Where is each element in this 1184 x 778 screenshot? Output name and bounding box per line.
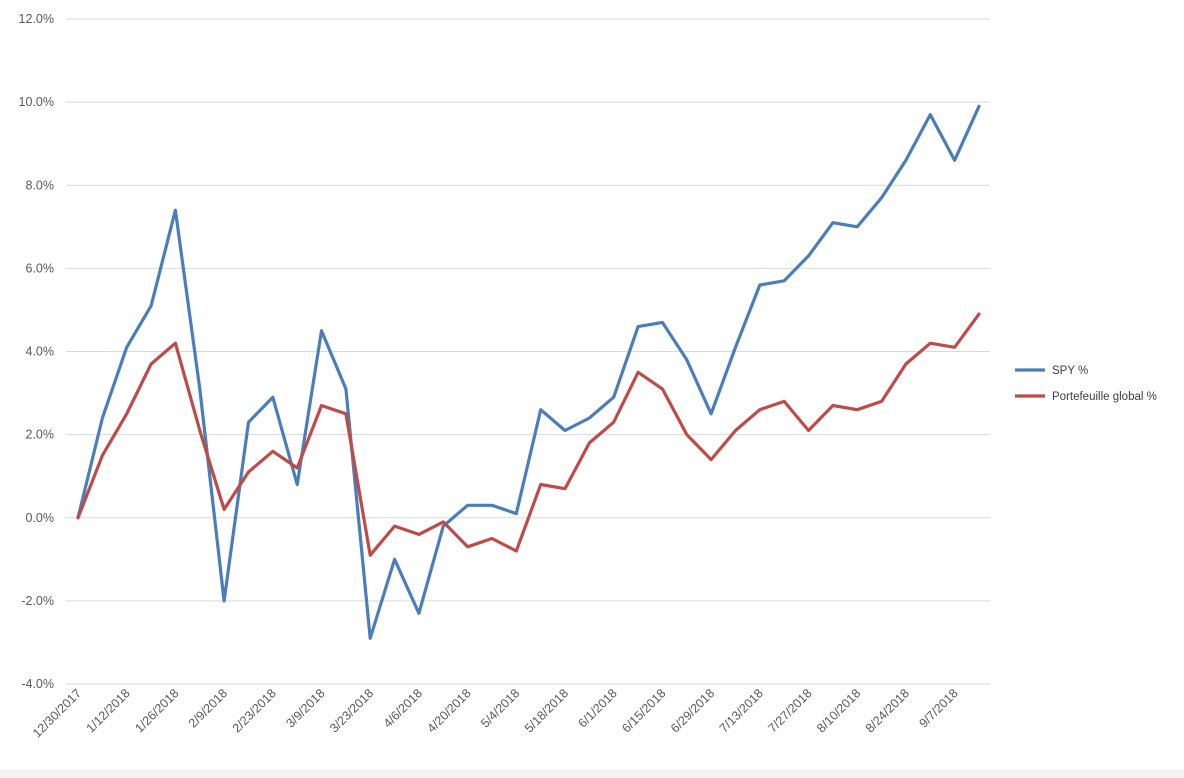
y-tick-label: 6.0% <box>26 261 55 275</box>
legend: SPY % Portefeuille global % <box>1015 365 1157 403</box>
bottom-edge-strip <box>0 770 1184 778</box>
y-tick-label: -4.0% <box>21 677 54 691</box>
y-tick-label: -2.0% <box>21 594 54 608</box>
y-tick-label: 0.0% <box>26 511 55 525</box>
series-lines <box>76 104 981 640</box>
y-tick-label: 4.0% <box>26 345 55 359</box>
y-tick-label: 10.0% <box>19 95 54 109</box>
legend-label: SPY % <box>1052 365 1088 377</box>
y-axis: -4.0% -2.0% 0.0% 2.0% 4.0% 6.0% 8.0% 10.0% 12.0% <box>19 12 54 691</box>
gridlines <box>66 18 990 685</box>
legend-label: Portefeuille global % <box>1052 391 1157 403</box>
series-line-1 <box>76 104 981 640</box>
series-line-2 <box>76 312 981 557</box>
y-tick-label: 2.0% <box>26 428 55 442</box>
y-tick-label: 8.0% <box>26 178 55 192</box>
y-tick-label: 12.0% <box>19 12 54 26</box>
